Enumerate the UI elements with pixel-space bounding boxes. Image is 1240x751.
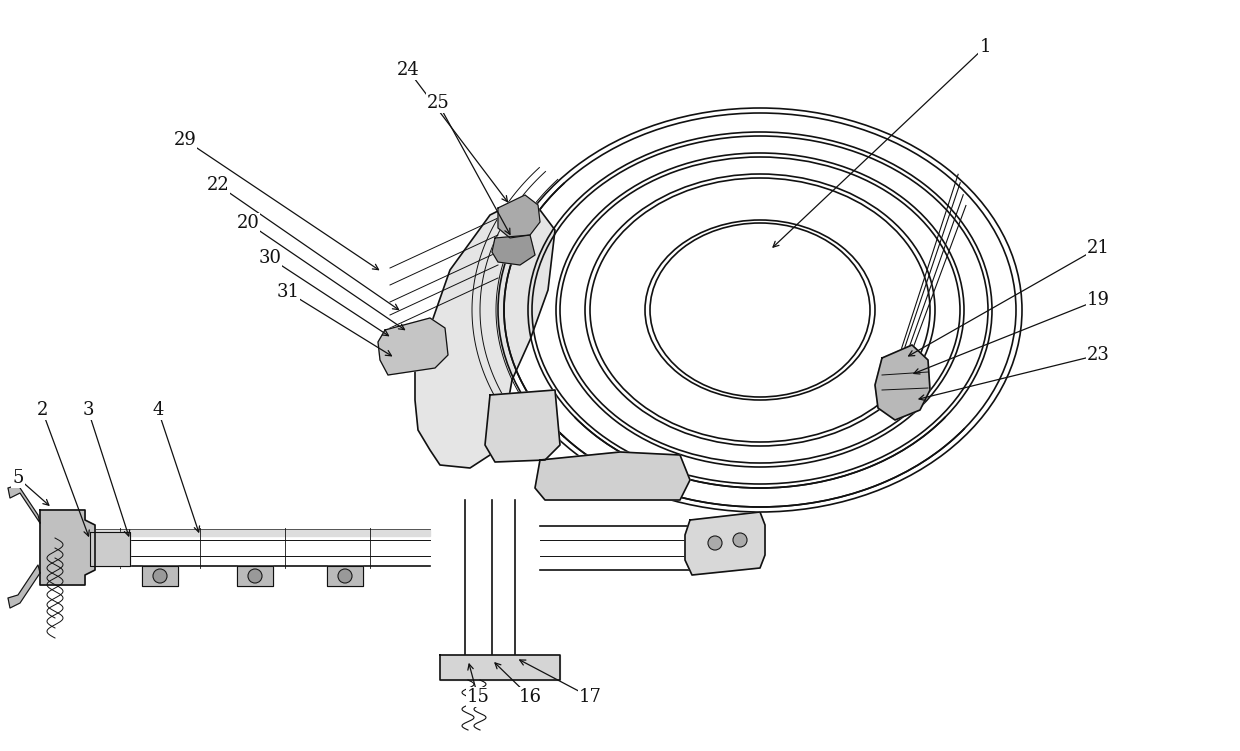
Polygon shape [875, 345, 930, 420]
Polygon shape [81, 530, 430, 536]
Text: 17: 17 [579, 688, 601, 706]
Text: 20: 20 [237, 214, 259, 232]
Text: 16: 16 [518, 688, 542, 706]
Polygon shape [534, 452, 689, 500]
Text: 5: 5 [12, 469, 24, 487]
Polygon shape [7, 565, 40, 608]
Text: 29: 29 [174, 131, 196, 149]
Polygon shape [7, 485, 40, 523]
Polygon shape [440, 655, 560, 680]
Text: 25: 25 [427, 94, 449, 112]
Circle shape [339, 569, 352, 583]
Text: 2: 2 [36, 401, 47, 419]
Text: 1: 1 [980, 38, 991, 56]
Polygon shape [492, 235, 534, 265]
Polygon shape [40, 510, 95, 585]
Polygon shape [498, 195, 539, 238]
Polygon shape [378, 318, 448, 375]
Polygon shape [327, 566, 363, 586]
Polygon shape [415, 200, 556, 468]
Polygon shape [684, 512, 765, 575]
Text: 22: 22 [207, 176, 229, 194]
Circle shape [248, 569, 262, 583]
Text: 30: 30 [258, 249, 281, 267]
Polygon shape [237, 566, 273, 586]
Text: 23: 23 [1086, 346, 1110, 364]
Polygon shape [143, 566, 179, 586]
Text: 4: 4 [153, 401, 164, 419]
Text: 19: 19 [1086, 291, 1110, 309]
Polygon shape [91, 532, 130, 566]
Circle shape [733, 533, 746, 547]
Text: 24: 24 [397, 61, 419, 79]
Text: 21: 21 [1086, 239, 1110, 257]
Circle shape [708, 536, 722, 550]
Text: 15: 15 [466, 688, 490, 706]
Circle shape [153, 569, 167, 583]
Text: 3: 3 [82, 401, 94, 419]
Text: 31: 31 [277, 283, 300, 301]
Polygon shape [485, 390, 560, 462]
